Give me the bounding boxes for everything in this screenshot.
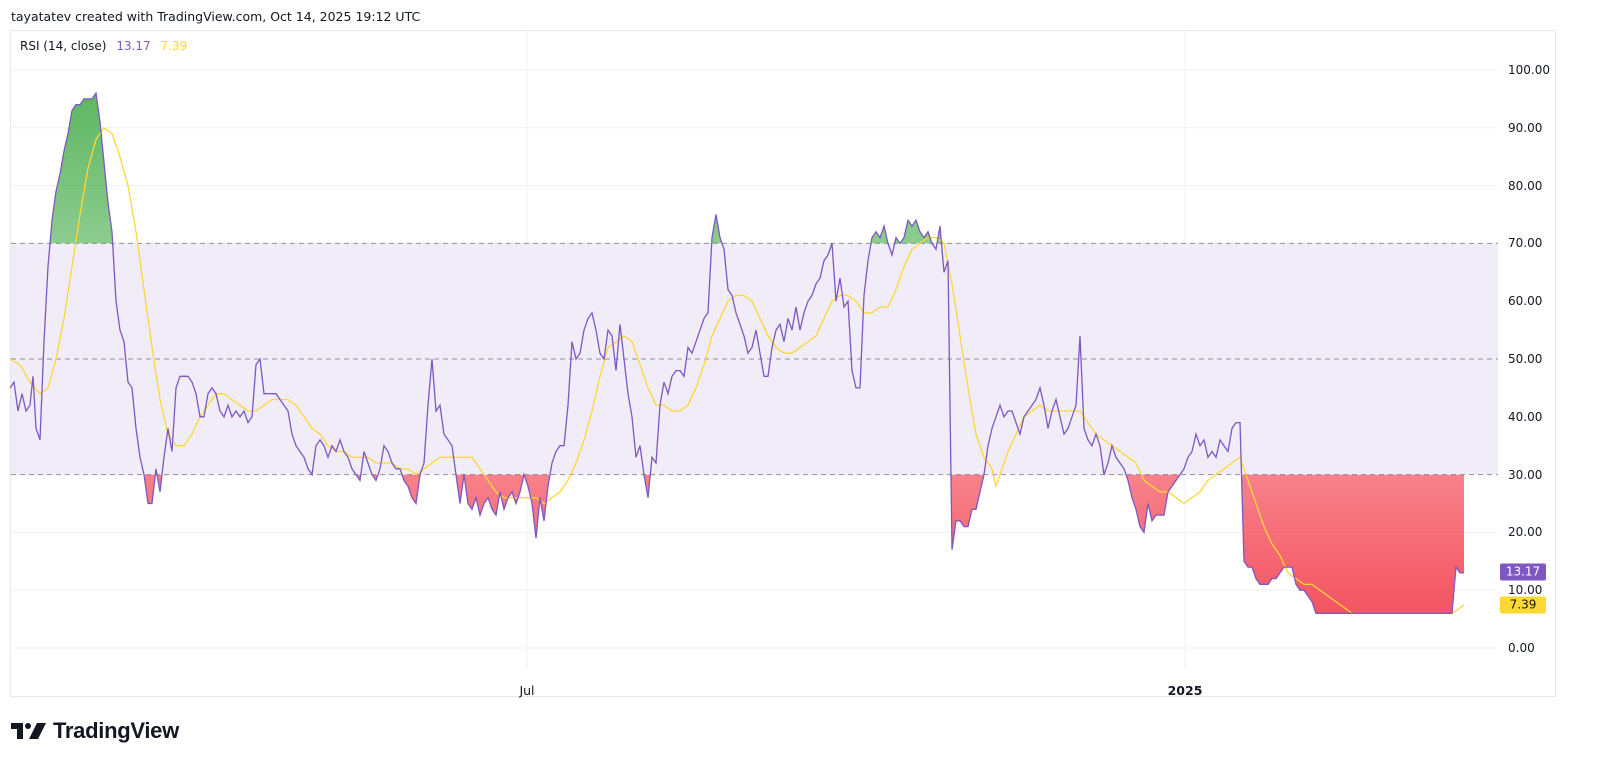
y-axis-label: 80.00	[1508, 178, 1543, 193]
y-axis-label: 10.00	[1508, 583, 1543, 598]
y-axis-label: 40.00	[1508, 409, 1543, 424]
rsi-value-tag: 13.17	[1500, 563, 1546, 581]
y-axis-label: 90.00	[1508, 120, 1543, 135]
y-axis-label: 20.00	[1508, 525, 1543, 540]
tradingview-logo-text: TradingView	[53, 718, 179, 743]
tradingview-logo-icon	[11, 723, 46, 739]
y-axis-label: 70.00	[1508, 236, 1543, 251]
legend-title: RSI (14, close)	[20, 39, 107, 53]
x-axis-label: 2025	[1167, 683, 1203, 698]
y-axis-label: 60.00	[1508, 294, 1543, 309]
chart-credit: tayatatev created with TradingView.com, …	[11, 9, 421, 24]
y-axis-label: 100.00	[1508, 63, 1550, 77]
x-axis-label: Jul	[519, 683, 535, 698]
y-axis-label: 0.00	[1508, 641, 1535, 655]
legend-rsi-value: 13.17	[116, 39, 151, 53]
y-axis-label: 50.00	[1508, 352, 1543, 366]
ma-value-tag: 7.39	[1500, 596, 1546, 614]
tradingview-logo: TradingView	[11, 718, 179, 744]
legend-ma-value: 7.39	[160, 39, 188, 53]
indicator-legend[interactable]: RSI (14, close) 13.17 7.39	[20, 39, 187, 53]
y-axis-label: 30.00	[1508, 467, 1543, 482]
